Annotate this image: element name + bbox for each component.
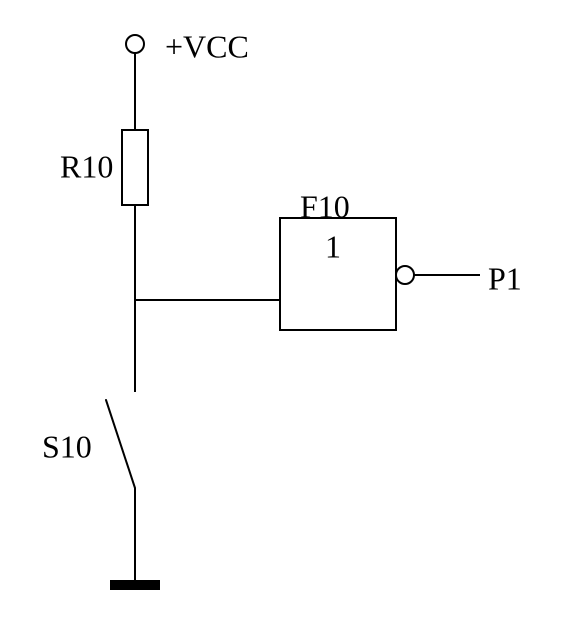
- vcc-terminal-icon: [126, 35, 144, 53]
- resistor-r10: [122, 130, 148, 205]
- ground-icon: [110, 580, 160, 590]
- label-p1: P1: [488, 260, 522, 296]
- label-s10: S10: [42, 428, 92, 464]
- label-vcc: +VCC: [165, 28, 249, 64]
- label-f10: F10: [300, 188, 350, 224]
- switch-s10-arm: [106, 400, 135, 488]
- label-one: 1: [325, 228, 341, 264]
- inverter-bubble-icon: [396, 266, 414, 284]
- label-r10: R10: [60, 148, 113, 184]
